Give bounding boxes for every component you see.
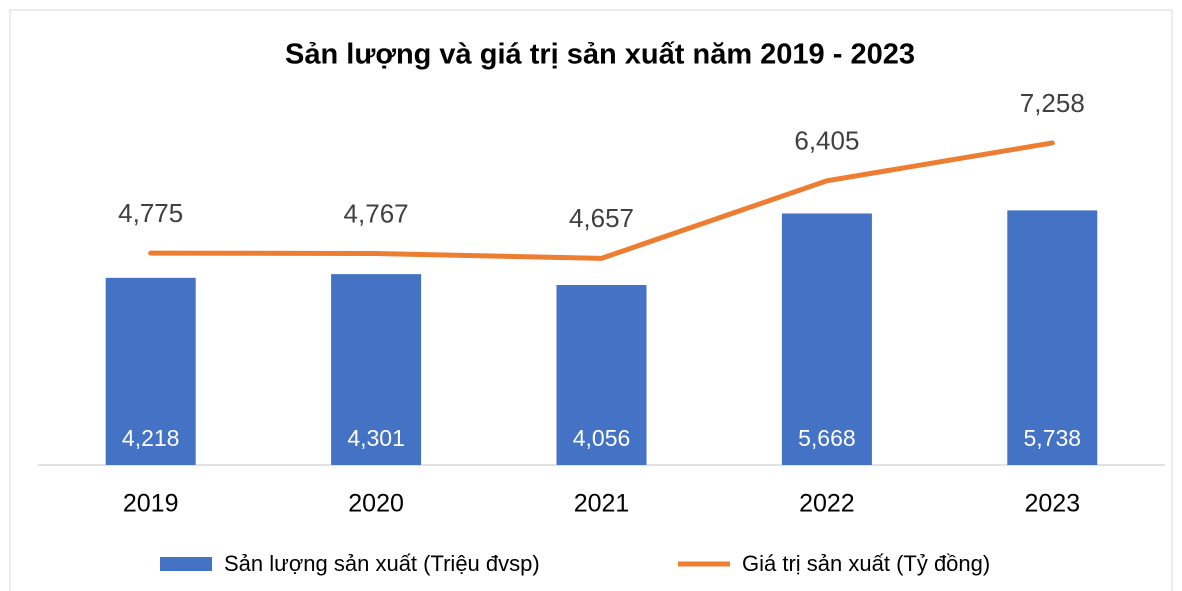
- data-label: 4,767: [344, 198, 409, 228]
- data-label: 4,218: [122, 425, 180, 451]
- data-label: 4,056: [573, 425, 631, 451]
- data-label: 5,668: [798, 425, 856, 451]
- legend-label: Giá trị sản xuất (Tỷ đồng): [742, 551, 990, 576]
- x-tick-label: 2021: [574, 490, 630, 518]
- x-tick-label: 2022: [799, 490, 855, 518]
- chart-title: Sản lượng và giá trị sản xuất năm 2019 -…: [285, 39, 915, 71]
- data-label: 5,738: [1024, 425, 1082, 451]
- bar: [105, 277, 196, 465]
- bar: [781, 213, 872, 465]
- x-tick-label: 2023: [1024, 490, 1080, 518]
- x-tick-label: 2019: [123, 490, 179, 518]
- data-label: 4,657: [569, 203, 634, 233]
- legend-label: Sản lượng sản xuất (Triệu đvsp): [224, 551, 540, 576]
- data-label: 4,775: [118, 198, 183, 228]
- line: [148, 140, 1055, 261]
- bar: [331, 274, 422, 465]
- bar: [556, 285, 647, 465]
- data-label: 7,258: [1020, 88, 1085, 118]
- legend-swatch: [160, 557, 212, 571]
- data-label: 6,405: [794, 126, 859, 156]
- bar: [1007, 210, 1098, 465]
- x-tick-label: 2020: [348, 490, 404, 518]
- data-label: 4,301: [347, 425, 405, 451]
